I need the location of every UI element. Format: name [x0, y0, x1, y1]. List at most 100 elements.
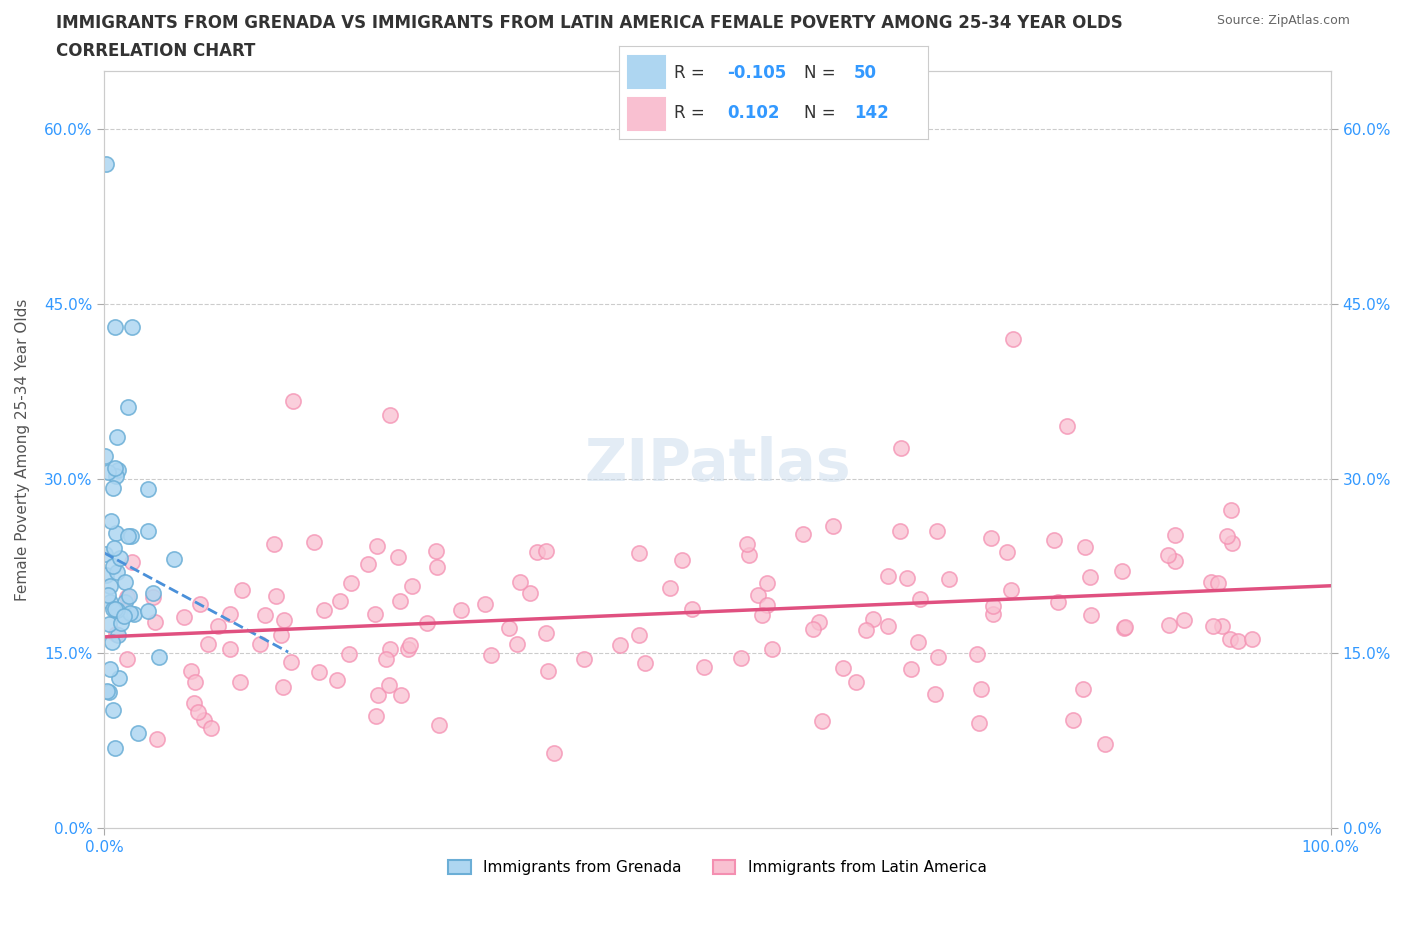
Immigrants from Latin America: [388, 593, 411, 608]
Immigrants from Latin America: [188, 596, 211, 611]
Immigrants from Latin America: [1211, 618, 1233, 633]
Immigrants from Grenada: [114, 594, 136, 609]
Immigrants from Grenada: [104, 602, 127, 617]
Immigrants from Grenada: [98, 662, 121, 677]
Immigrants from Latin America: [671, 552, 693, 567]
Immigrants from Latin America: [207, 618, 229, 633]
Immigrants from Latin America: [366, 538, 388, 553]
Immigrants from Latin America: [1219, 503, 1241, 518]
Immigrants from Latin America: [329, 593, 352, 608]
Immigrants from Latin America: [105, 626, 128, 641]
Immigrants from Grenada: [108, 551, 131, 565]
Immigrants from Latin America: [337, 646, 360, 661]
Immigrants from Grenada: [101, 602, 124, 617]
Immigrants from Latin America: [737, 548, 759, 563]
Immigrants from Latin America: [1111, 564, 1133, 578]
Immigrants from Latin America: [340, 576, 363, 591]
Bar: [628, 98, 665, 130]
Immigrants from Grenada: [107, 463, 129, 478]
Immigrants from Latin America: [803, 622, 825, 637]
Immigrants from Latin America: [1159, 618, 1181, 632]
Immigrants from Latin America: [389, 687, 412, 702]
Immigrants from Latin America: [1202, 618, 1225, 633]
Text: IMMIGRANTS FROM GRENADA VS IMMIGRANTS FROM LATIN AMERICA FEMALE POVERTY AMONG 25: IMMIGRANTS FROM GRENADA VS IMMIGRANTS FR…: [56, 14, 1123, 32]
Immigrants from Latin America: [197, 637, 219, 652]
Immigrants from Latin America: [1056, 418, 1078, 433]
Immigrants from Latin America: [121, 554, 143, 569]
Immigrants from Latin America: [1157, 547, 1180, 562]
Immigrants from Latin America: [367, 687, 389, 702]
Immigrants from Latin America: [1173, 612, 1195, 627]
Immigrants from Latin America: [1163, 527, 1185, 542]
Immigrants from Grenada: [117, 400, 139, 415]
Immigrants from Latin America: [658, 580, 681, 595]
Immigrants from Latin America: [730, 650, 752, 665]
Immigrants from Latin America: [425, 543, 447, 558]
Immigrants from Latin America: [145, 614, 167, 629]
Immigrants from Latin America: [416, 616, 439, 631]
Immigrants from Latin America: [1094, 737, 1116, 751]
Immigrants from Latin America: [1206, 576, 1229, 591]
Immigrants from Grenada: [105, 525, 128, 540]
Text: 0.102: 0.102: [727, 104, 779, 123]
Immigrants from Latin America: [1000, 582, 1022, 597]
Immigrants from Latin America: [426, 560, 449, 575]
Immigrants from Latin America: [995, 545, 1018, 560]
Text: 50: 50: [853, 63, 877, 82]
Immigrants from Latin America: [938, 572, 960, 587]
Immigrants from Latin America: [509, 575, 531, 590]
Immigrants from Latin America: [755, 597, 778, 612]
Immigrants from Grenada: [136, 524, 159, 538]
Immigrants from Grenada: [101, 703, 124, 718]
Immigrants from Grenada: [142, 586, 165, 601]
Immigrants from Latin America: [1073, 540, 1095, 555]
Immigrants from Grenada: [101, 480, 124, 495]
Immigrants from Latin America: [1071, 682, 1094, 697]
Immigrants from Latin America: [927, 524, 949, 538]
Immigrants from Latin America: [896, 571, 918, 586]
Immigrants from Latin America: [280, 655, 302, 670]
Immigrants from Latin America: [855, 623, 877, 638]
Immigrants from Grenada: [118, 589, 141, 604]
Immigrants from Latin America: [1226, 633, 1249, 648]
Immigrants from Latin America: [845, 675, 868, 690]
Immigrants from Latin America: [1114, 620, 1136, 635]
Immigrants from Latin America: [264, 589, 287, 604]
Immigrants from Grenada: [94, 156, 117, 171]
Immigrants from Latin America: [270, 628, 292, 643]
Immigrants from Latin America: [751, 607, 773, 622]
Immigrants from Latin America: [263, 537, 285, 551]
Immigrants from Latin America: [526, 544, 548, 559]
Immigrants from Grenada: [97, 588, 120, 603]
Immigrants from Latin America: [1062, 712, 1084, 727]
Immigrants from Latin America: [1220, 535, 1243, 550]
Immigrants from Grenada: [100, 513, 122, 528]
Text: N =: N =: [804, 63, 841, 82]
Immigrants from Latin America: [900, 662, 922, 677]
Immigrants from Latin America: [1219, 631, 1241, 646]
Text: N =: N =: [804, 104, 841, 123]
Immigrants from Latin America: [1042, 532, 1064, 547]
Immigrants from Grenada: [94, 568, 117, 583]
Immigrants from Latin America: [146, 732, 169, 747]
Immigrants from Latin America: [927, 649, 949, 664]
Immigrants from Grenada: [96, 684, 118, 698]
Immigrants from Latin America: [1216, 529, 1239, 544]
Immigrants from Latin America: [304, 534, 326, 549]
Immigrants from Latin America: [396, 641, 419, 656]
Immigrants from Latin America: [924, 686, 946, 701]
Immigrants from Latin America: [831, 660, 853, 675]
Immigrants from Latin America: [627, 546, 650, 561]
Text: R =: R =: [675, 104, 710, 123]
Immigrants from Latin America: [966, 647, 988, 662]
Immigrants from Latin America: [312, 603, 335, 618]
Immigrants from Grenada: [138, 482, 160, 497]
Immigrants from Latin America: [231, 582, 253, 597]
Immigrants from Grenada: [104, 741, 127, 756]
Immigrants from Latin America: [877, 619, 900, 634]
Immigrants from Latin America: [889, 524, 911, 538]
Immigrants from Latin America: [1164, 553, 1187, 568]
Immigrants from Latin America: [1046, 594, 1069, 609]
Immigrants from Latin America: [681, 602, 703, 617]
Text: 142: 142: [853, 104, 889, 123]
